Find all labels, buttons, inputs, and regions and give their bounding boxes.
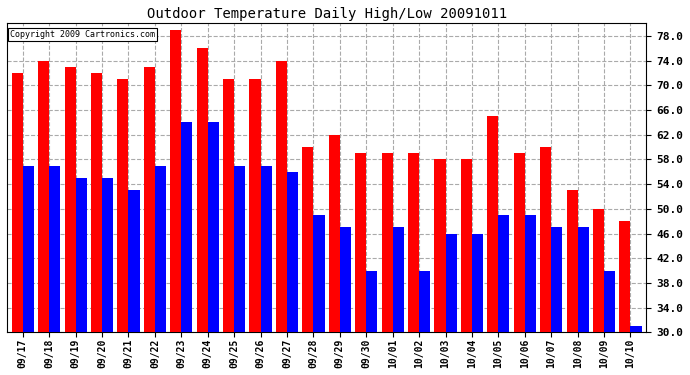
Bar <box>197 48 208 332</box>
Bar <box>566 190 578 332</box>
Bar <box>461 159 472 332</box>
Bar <box>382 153 393 332</box>
Bar <box>155 166 166 332</box>
Bar <box>91 73 102 332</box>
Bar <box>117 79 128 332</box>
Bar <box>287 172 298 332</box>
Bar <box>276 61 287 332</box>
Bar <box>578 227 589 332</box>
Bar <box>487 116 498 332</box>
Bar <box>144 67 155 332</box>
Bar <box>12 73 23 332</box>
Bar <box>38 61 49 332</box>
Bar <box>525 215 536 332</box>
Bar <box>223 79 234 332</box>
Bar <box>208 122 219 332</box>
Bar <box>261 166 272 332</box>
Bar <box>340 227 351 332</box>
Bar <box>408 153 419 332</box>
Bar <box>620 221 631 332</box>
Bar <box>540 147 551 332</box>
Bar <box>631 326 642 332</box>
Bar <box>128 190 139 332</box>
Bar <box>419 271 430 332</box>
Bar <box>593 209 604 332</box>
Bar <box>170 30 181 332</box>
Bar <box>604 271 615 332</box>
Bar <box>498 215 509 332</box>
Bar <box>328 135 340 332</box>
Bar <box>446 234 457 332</box>
Bar <box>551 227 562 332</box>
Bar <box>472 234 483 332</box>
Bar <box>102 178 113 332</box>
Text: Copyright 2009 Cartronics.com: Copyright 2009 Cartronics.com <box>10 30 155 39</box>
Bar <box>49 166 60 332</box>
Bar <box>65 67 76 332</box>
Bar <box>76 178 87 332</box>
Bar <box>435 159 446 332</box>
Bar <box>23 166 34 332</box>
Bar <box>234 166 245 332</box>
Bar <box>513 153 525 332</box>
Bar <box>250 79 261 332</box>
Bar <box>366 271 377 332</box>
Title: Outdoor Temperature Daily High/Low 20091011: Outdoor Temperature Daily High/Low 20091… <box>146 7 506 21</box>
Bar <box>302 147 313 332</box>
Bar <box>355 153 366 332</box>
Bar <box>181 122 193 332</box>
Bar <box>393 227 404 332</box>
Bar <box>313 215 324 332</box>
